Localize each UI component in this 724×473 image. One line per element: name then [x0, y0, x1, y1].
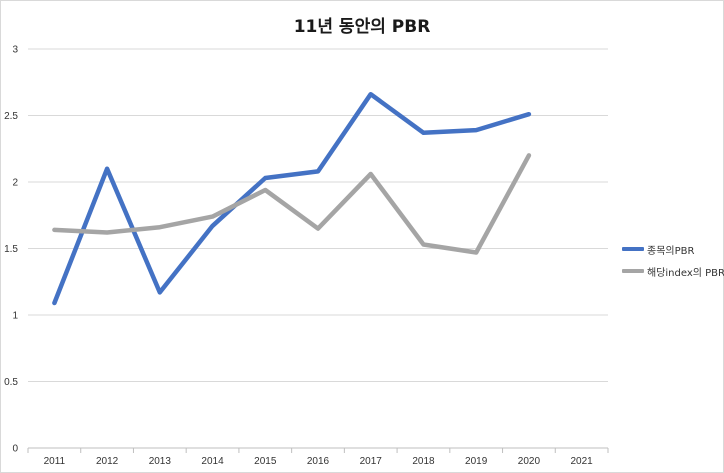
legend: 종목의PBR 해당index의 PBR [622, 238, 724, 282]
x-tick-label: 2014 [201, 456, 224, 467]
x-tick-label: 2020 [518, 456, 541, 467]
chart-title: 11년 동안의 PBR [293, 17, 431, 37]
x-tick-label: 2016 [307, 456, 330, 467]
legend-item-stock: 종목의PBR [622, 238, 724, 260]
series-line-index-pbr [52, 153, 532, 255]
x-tick-label: 2019 [465, 456, 488, 467]
x-tick-label: 2011 [44, 456, 66, 467]
y-tick-label: 1 [12, 311, 18, 322]
x-tick-label: 2021 [571, 456, 594, 467]
x-tick-label: 2018 [412, 456, 435, 467]
legend-label-stock: 종목의PBR [647, 245, 695, 257]
y-tick-label: 0.5 [4, 377, 18, 388]
legend-item-index: 해당index의 PBR [622, 260, 724, 282]
legend-label-index: 해당index의 PBR [647, 267, 724, 279]
y-tick-label: 3 [12, 45, 18, 56]
legend-swatch-stock [622, 247, 644, 251]
y-tick-label: 0 [12, 444, 18, 455]
x-tick-label: 2017 [360, 456, 383, 467]
y-tick-label: 2 [12, 178, 18, 189]
legend-swatch-index [622, 269, 644, 273]
series-line-stock-pbr [52, 91, 532, 306]
x-tick-label: 2012 [96, 456, 119, 467]
y-tick-label: 1.5 [4, 244, 18, 255]
x-tick-label: 2013 [149, 456, 172, 467]
x-tick-label: 2015 [254, 456, 277, 467]
y-tick-label: 2.5 [4, 111, 18, 122]
